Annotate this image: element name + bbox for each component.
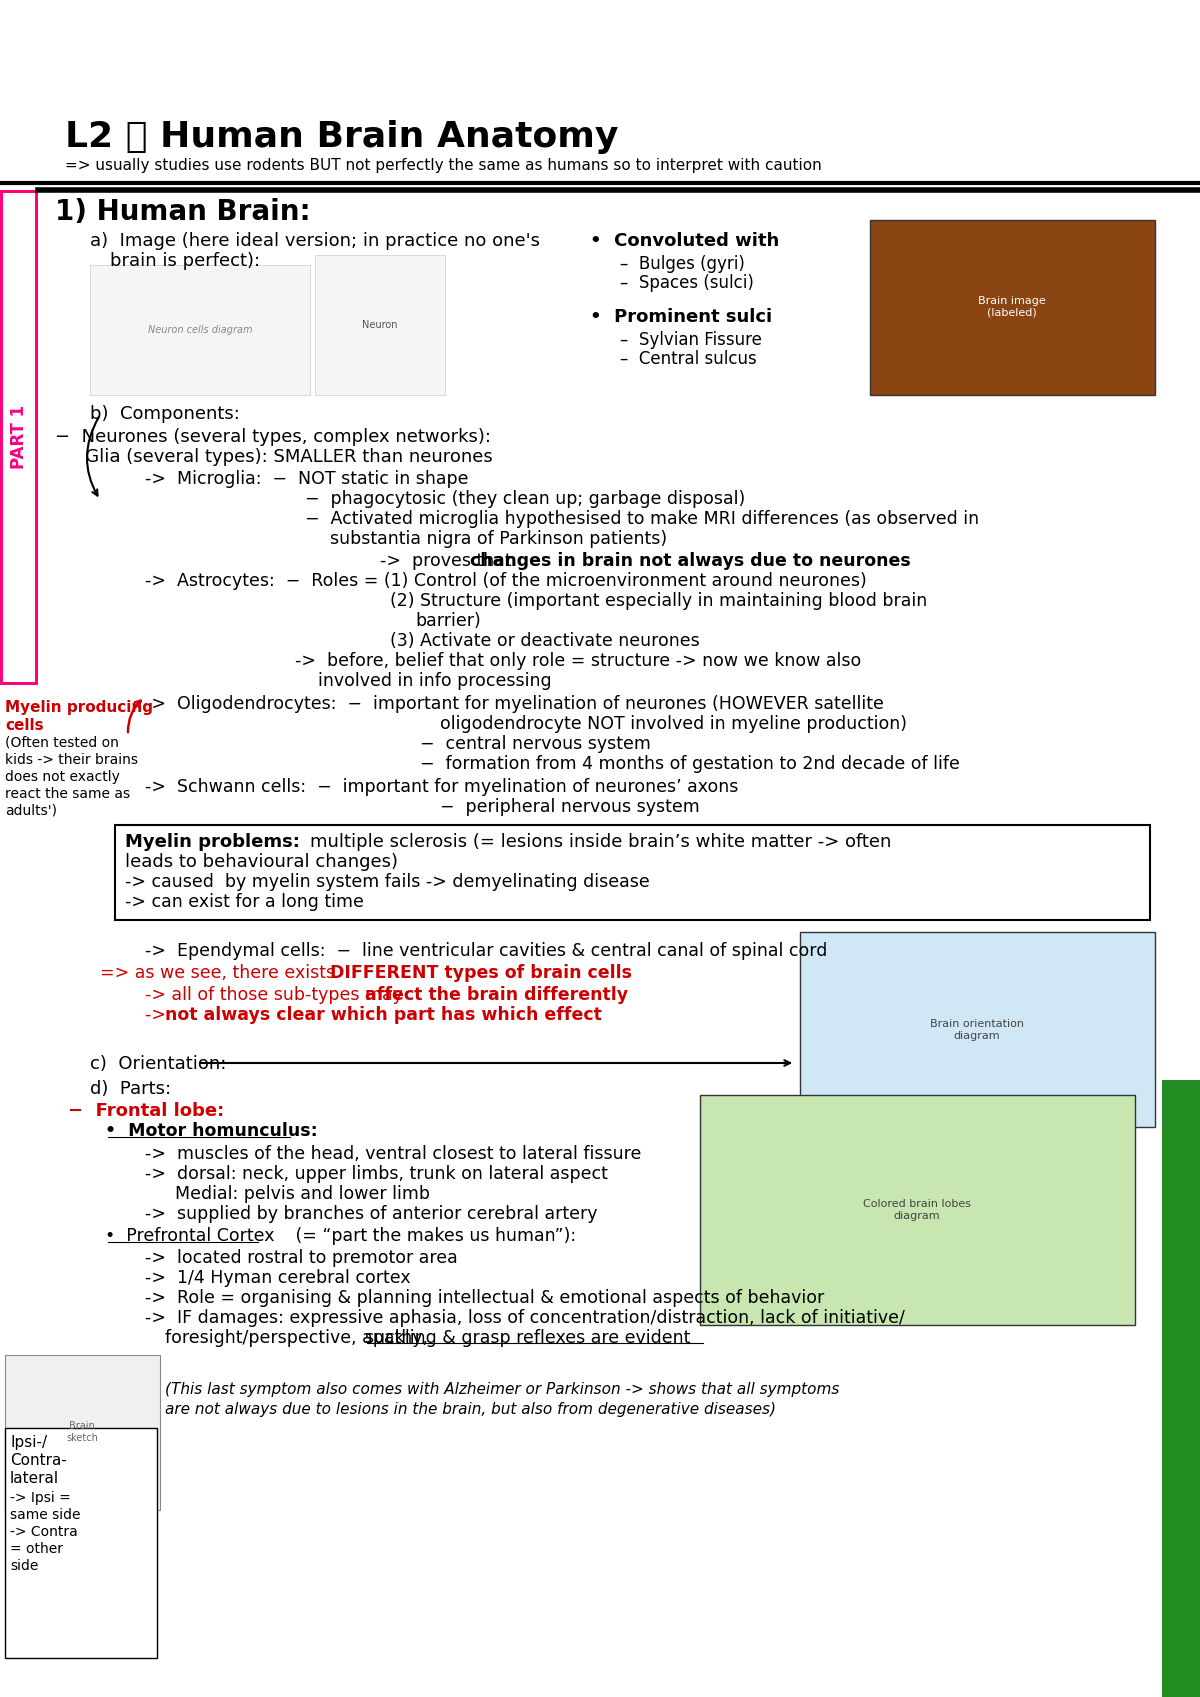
Bar [700, 1095, 1135, 1325]
Text: –  Bulges (gyri): – Bulges (gyri) [620, 255, 745, 273]
Text: (This last symptom also comes with Alzheimer or Parkinson -> shows that all symp: (This last symptom also comes with Alzhe… [166, 1381, 839, 1397]
Text: Brain image
(labeled): Brain image (labeled) [978, 297, 1046, 317]
Text: ->  Astrocytes:  −  Roles = (1) Control (of the microenvironment around neurones: -> Astrocytes: − Roles = (1) Control (of… [145, 572, 866, 591]
Text: leads to behavioural changes): leads to behavioural changes) [125, 854, 398, 871]
Text: DIFFERENT types of brain cells: DIFFERENT types of brain cells [330, 964, 632, 983]
Text: does not exactly: does not exactly [5, 770, 120, 784]
Text: adults'): adults') [5, 804, 58, 818]
Text: Myelin problems:: Myelin problems: [125, 833, 306, 850]
Bar [90, 265, 310, 395]
Text: not always clear which part has which effect: not always clear which part has which ef… [166, 1006, 602, 1023]
Text: -> Contra: -> Contra [10, 1526, 78, 1539]
Text: −  Frontal lobe:: − Frontal lobe: [68, 1101, 224, 1120]
Text: (2) Structure (important especially in maintaining blood brain: (2) Structure (important especially in m… [390, 592, 928, 609]
Text: −  formation from 4 months of gestation to 2nd decade of life: − formation from 4 months of gestation t… [420, 755, 960, 774]
Text: −  Neurones (several types, complex networks):: − Neurones (several types, complex netwo… [55, 428, 491, 446]
Text: b)  Components:: b) Components: [90, 406, 240, 423]
Text: –  Sylvian Fissure: – Sylvian Fissure [620, 331, 762, 350]
Bar [870, 221, 1154, 395]
Text: ->  muscles of the head, ventral closest to lateral fissure: -> muscles of the head, ventral closest … [145, 1145, 641, 1162]
Bar [5, 1354, 160, 1510]
Bar [115, 825, 1150, 920]
Text: multiple sclerosis (= lesions inside brain’s white matter -> often: multiple sclerosis (= lesions inside bra… [310, 833, 892, 850]
Text: 1) Human Brain:: 1) Human Brain: [55, 199, 311, 226]
Text: ->  located rostral to premotor area: -> located rostral to premotor area [145, 1249, 457, 1268]
Text: suckling & grasp reflexes are evident: suckling & grasp reflexes are evident [365, 1329, 690, 1347]
Bar [0, 190, 38, 686]
Text: a)  Image (here ideal version; in practice no one's: a) Image (here ideal version; in practic… [90, 232, 540, 249]
Text: ->  Microglia:  −  NOT static in shape: -> Microglia: − NOT static in shape [145, 470, 468, 489]
Text: affect the brain differently: affect the brain differently [365, 986, 628, 1005]
Bar [2, 193, 35, 682]
Text: are not always due to lesions in the brain, but also from degenerative diseases): are not always due to lesions in the bra… [166, 1402, 776, 1417]
Text: barrier): barrier) [415, 613, 481, 630]
Text: ->  proves that: -> proves that [380, 552, 517, 570]
Text: same side: same side [10, 1509, 80, 1522]
Text: (Often tested on: (Often tested on [5, 736, 119, 750]
Text: = other: = other [10, 1543, 64, 1556]
Text: L2 🧠 Human Brain Anatomy: L2 🧠 Human Brain Anatomy [65, 120, 618, 154]
Text: −  Activated microglia hypothesised to make MRI differences (as observed in: − Activated microglia hypothesised to ma… [305, 511, 979, 528]
Text: ->  Schwann cells:  −  important for myelination of neurones’ axons: -> Schwann cells: − important for myelin… [145, 777, 738, 796]
Text: •  Prominent sulci: • Prominent sulci [590, 307, 772, 326]
Text: -> all of those sub-types may: -> all of those sub-types may [145, 986, 408, 1005]
Text: brain is perfect):: brain is perfect): [110, 251, 260, 270]
Text: Colored brain lobes
diagram: Colored brain lobes diagram [863, 1200, 971, 1220]
Text: ->  Ependymal cells:  −  line ventricular cavities & central canal of spinal cor: -> Ependymal cells: − line ventricular c… [145, 942, 827, 961]
Bar [800, 932, 1154, 1127]
Text: Glia (several types): SMALLER than neurones: Glia (several types): SMALLER than neuro… [68, 448, 493, 467]
Text: cells: cells [5, 718, 43, 733]
Text: −  phagocytosic (they clean up; garbage disposal): − phagocytosic (they clean up; garbage d… [305, 490, 745, 507]
Text: −  peripheral nervous system: − peripheral nervous system [440, 798, 700, 816]
Text: ->  before, belief that only role = structure -> now we know also: -> before, belief that only role = struc… [295, 652, 862, 670]
Text: -> can exist for a long time: -> can exist for a long time [125, 893, 364, 911]
Text: involved in info processing: involved in info processing [318, 672, 552, 691]
Bar [314, 255, 445, 395]
Text: Myelin producing: Myelin producing [5, 699, 154, 714]
Text: –  Central sulcus: – Central sulcus [620, 350, 757, 368]
Text: •  Prefrontal Cortex: • Prefrontal Cortex [106, 1227, 275, 1246]
Text: (3) Activate or deactivate neurones: (3) Activate or deactivate neurones [390, 631, 700, 650]
Text: ->  dorsal: neck, upper limbs, trunk on lateral aspect: -> dorsal: neck, upper limbs, trunk on l… [145, 1166, 608, 1183]
Text: c)  Orientation:: c) Orientation: [90, 1056, 227, 1073]
Text: PART 1: PART 1 [10, 406, 28, 468]
Text: ->  Oligodendrocytes:  −  important for myelination of neurones (HOWEVER satelli: -> Oligodendrocytes: − important for mye… [145, 696, 884, 713]
Text: oligodendrocyte NOT involved in myeline production): oligodendrocyte NOT involved in myeline … [440, 714, 907, 733]
Text: (= “part the makes us human”):: (= “part the makes us human”): [290, 1227, 576, 1246]
Text: => usually studies use rodents BUT not perfectly the same as humans so to interp: => usually studies use rodents BUT not p… [65, 158, 822, 173]
Text: side: side [10, 1560, 38, 1573]
Bar [1162, 1079, 1200, 1697]
Text: ->  1/4 Hyman cerebral cortex: -> 1/4 Hyman cerebral cortex [145, 1269, 410, 1286]
Text: Neuron cells diagram: Neuron cells diagram [148, 326, 252, 334]
Text: -> caused  by myelin system fails -> demyelinating disease: -> caused by myelin system fails -> demy… [125, 872, 649, 891]
Text: ->  IF damages: expressive aphasia, loss of concentration/distraction, lack of i: -> IF damages: expressive aphasia, loss … [145, 1308, 905, 1327]
Text: => as we see, there exists: => as we see, there exists [100, 964, 341, 983]
Text: foresight/perspective, apathy,: foresight/perspective, apathy, [166, 1329, 433, 1347]
Text: –  Spaces (sulci): – Spaces (sulci) [620, 273, 754, 292]
Text: Medial: pelvis and lower limb: Medial: pelvis and lower limb [175, 1185, 430, 1203]
Text: kids -> their brains: kids -> their brains [5, 753, 138, 767]
Text: ->  Role = organising & planning intellectual & emotional aspects of behavior: -> Role = organising & planning intellec… [145, 1290, 824, 1307]
Text: react the same as: react the same as [5, 787, 130, 801]
Text: d)  Parts:: d) Parts: [90, 1079, 172, 1098]
Text: •  Motor homunculus:: • Motor homunculus: [106, 1122, 318, 1140]
Text: Contra-: Contra- [10, 1453, 67, 1468]
Text: -> Ipsi =: -> Ipsi = [10, 1492, 71, 1505]
Text: −  central nervous system: − central nervous system [420, 735, 650, 753]
Text: ->: -> [145, 1006, 172, 1023]
Text: •  Convoluted with: • Convoluted with [590, 232, 779, 249]
Text: Neuron: Neuron [362, 321, 397, 329]
Bar [5, 1427, 157, 1658]
Text: Brain
sketch: Brain sketch [66, 1420, 98, 1442]
Text: changes in brain not always due to neurones: changes in brain not always due to neuro… [470, 552, 911, 570]
Text: lateral: lateral [10, 1471, 59, 1487]
Text: Ipsi-/: Ipsi-/ [10, 1436, 47, 1449]
Text: substantia nigra of Parkinson patients): substantia nigra of Parkinson patients) [330, 529, 667, 548]
Text: ->  supplied by branches of anterior cerebral artery: -> supplied by branches of anterior cere… [145, 1205, 598, 1224]
Text: Brain orientation
diagram: Brain orientation diagram [930, 1020, 1024, 1040]
